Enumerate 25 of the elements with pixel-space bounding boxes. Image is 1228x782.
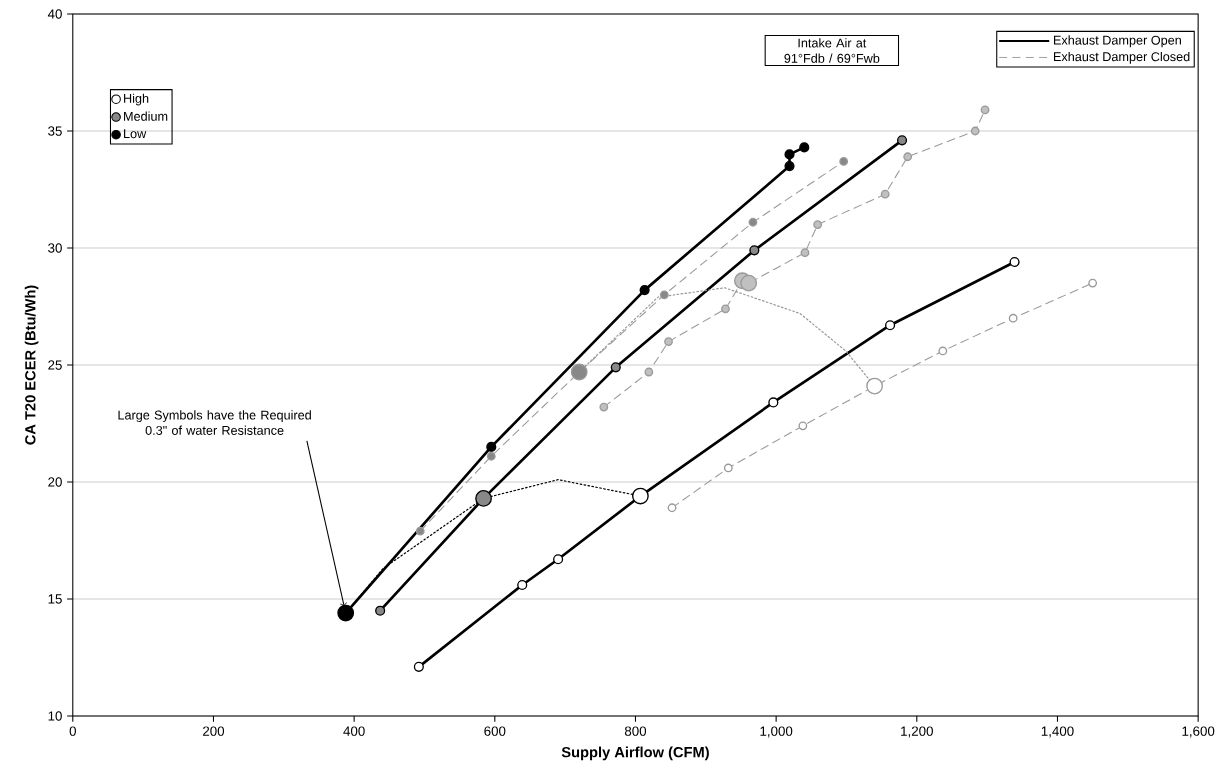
- x-tick-label: 0: [69, 726, 76, 736]
- annotation: Large Symbols have the Required 0.3" of water Resistance: [118, 410, 311, 435]
- y-axis-title: CA T20 ECER (Btu/Wh): [24, 285, 39, 445]
- x-tick-label: 1,200: [901, 726, 933, 738]
- legend-label: High: [124, 93, 149, 106]
- x-tick-label: 200: [203, 726, 225, 736]
- x-tick-label: 600: [484, 726, 506, 736]
- y-tick-label: 10: [48, 711, 62, 721]
- annotation: Exhaust Damper Closed: [1054, 51, 1190, 64]
- annotation: Intake Air at 91°Fdb / 69°Fwb: [784, 38, 880, 63]
- y-tick-label: 20: [48, 477, 62, 487]
- legend-label: Medium: [124, 111, 168, 121]
- y-tick-label: 15: [48, 594, 62, 604]
- x-tick-label: 1,600: [1182, 726, 1215, 738]
- x-tick-label: 1,000: [760, 726, 793, 738]
- y-tick-label: 40: [47, 9, 62, 19]
- annotation: Exhaust Damper Open: [1054, 35, 1181, 48]
- legend-label: Low: [124, 129, 147, 139]
- y-tick-label: 35: [48, 126, 62, 136]
- x-axis-title: Supply Airflow (CFM): [561, 746, 709, 761]
- x-tick-label: 1,400: [1041, 726, 1074, 738]
- x-tick-label: 800: [624, 726, 647, 736]
- y-tick-label: 30: [48, 243, 62, 253]
- y-tick-label: 25: [48, 360, 62, 370]
- x-tick-label: 400: [343, 726, 365, 736]
